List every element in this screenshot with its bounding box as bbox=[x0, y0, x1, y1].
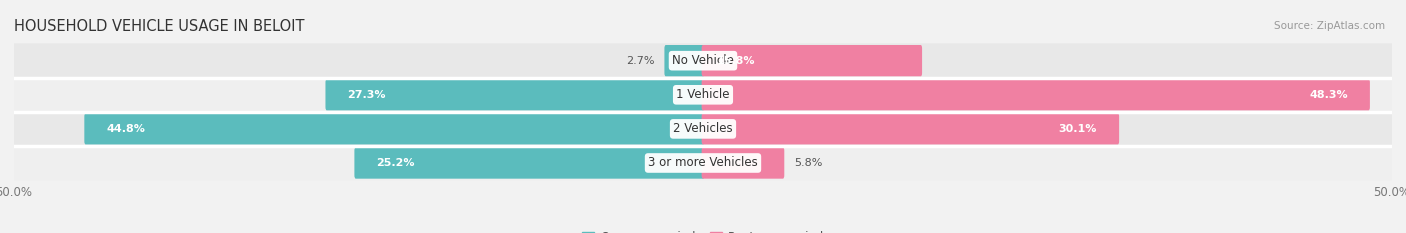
FancyBboxPatch shape bbox=[325, 79, 704, 110]
Text: 2 Vehicles: 2 Vehicles bbox=[673, 122, 733, 135]
Text: 27.3%: 27.3% bbox=[347, 90, 387, 100]
FancyBboxPatch shape bbox=[702, 113, 1119, 144]
FancyBboxPatch shape bbox=[354, 147, 704, 179]
Text: 5.8%: 5.8% bbox=[794, 158, 823, 168]
Text: 30.1%: 30.1% bbox=[1059, 124, 1097, 134]
FancyBboxPatch shape bbox=[702, 147, 785, 179]
Text: HOUSEHOLD VEHICLE USAGE IN BELOIT: HOUSEHOLD VEHICLE USAGE IN BELOIT bbox=[14, 19, 305, 34]
FancyBboxPatch shape bbox=[702, 45, 922, 76]
FancyBboxPatch shape bbox=[13, 146, 1393, 180]
Text: 2.7%: 2.7% bbox=[626, 56, 655, 66]
Text: 44.8%: 44.8% bbox=[107, 124, 145, 134]
Text: 1 Vehicle: 1 Vehicle bbox=[676, 88, 730, 101]
FancyBboxPatch shape bbox=[13, 112, 1393, 146]
Text: No Vehicle: No Vehicle bbox=[672, 54, 734, 67]
Text: 25.2%: 25.2% bbox=[377, 158, 415, 168]
FancyBboxPatch shape bbox=[702, 79, 1369, 110]
Text: 15.8%: 15.8% bbox=[717, 56, 755, 66]
FancyBboxPatch shape bbox=[665, 45, 704, 76]
Text: Source: ZipAtlas.com: Source: ZipAtlas.com bbox=[1274, 21, 1385, 31]
FancyBboxPatch shape bbox=[13, 43, 1393, 78]
FancyBboxPatch shape bbox=[13, 77, 1393, 112]
Text: 48.3%: 48.3% bbox=[1309, 90, 1348, 100]
Text: 3 or more Vehicles: 3 or more Vehicles bbox=[648, 157, 758, 169]
Legend: Owner-occupied, Renter-occupied: Owner-occupied, Renter-occupied bbox=[578, 226, 828, 233]
FancyBboxPatch shape bbox=[84, 113, 704, 144]
